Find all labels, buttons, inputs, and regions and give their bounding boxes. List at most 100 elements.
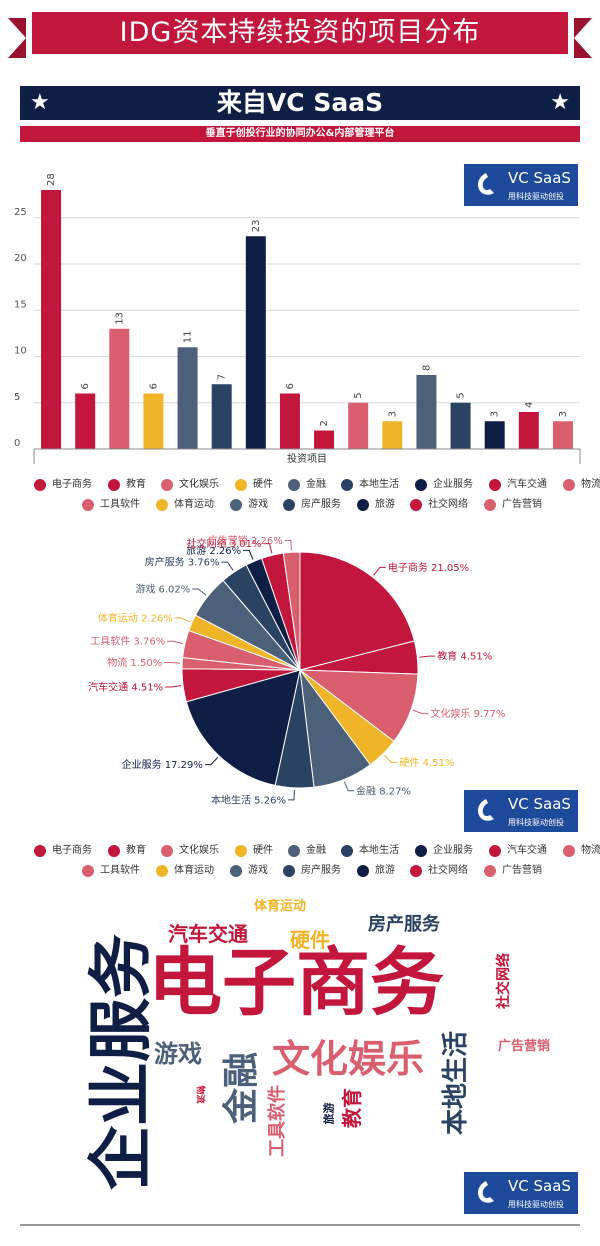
bar-value-label: 6 [80,383,91,389]
pie-leader-line [165,685,182,688]
pie-label: 汽车交通 4.51% [88,680,163,693]
bar-游戏 [416,375,437,449]
bar-value-label: 3 [387,411,398,417]
cloud-word: 广告营销 [498,1039,551,1054]
cloud-word: 体育运动 [254,899,307,914]
logo-icon [478,799,494,821]
bar-体育运动 [382,421,403,449]
bar-物流 [314,430,335,449]
pie-leader-line [243,549,254,560]
legend-label: 旅游 [375,499,395,510]
legend-label: 汽车交通 [507,479,547,490]
legend-swatch [156,499,168,511]
legend-swatch [341,845,353,857]
legend-swatch [108,845,120,857]
legend-swatch [415,845,427,857]
bar-旅游 [484,421,505,449]
bar-value-label: 2 [319,420,330,426]
legend-label: 游戏 [248,499,268,510]
bar-金融 [177,347,198,449]
legend-swatch [484,865,496,877]
bar-本地生活 [211,384,232,449]
legend-label: 企业服务 [433,479,473,490]
legend-swatch [357,865,369,877]
legend-swatch [283,865,295,877]
pie-label: 硬件 4.51% [399,757,454,769]
legend-label: 体育运动 [174,499,214,510]
pie-leader-line [412,709,429,715]
pie-label: 本地生活 5.26% [211,793,286,806]
bar-房产服务 [450,402,471,449]
legend-label: 工具软件 [100,499,140,510]
cloud-word: 文化娱乐 [272,1037,425,1081]
legend-swatch [108,479,120,491]
legend-label: 教育 [126,479,146,490]
legend-label: 体育运动 [174,865,214,876]
legend-label: 教育 [126,845,146,856]
legend-label: 广告营销 [502,865,542,876]
source-banner: ★ 来自VC SaaS ★ [20,86,580,120]
cloud-word: 工具软件 [267,1085,288,1157]
logo-icon [478,173,494,195]
banner-brand: VC SaaS [266,88,384,117]
legend-label: 汽车交通 [507,845,547,856]
bar-汽车交通 [279,393,300,449]
legend-swatch [415,479,427,491]
pie-label: 房产服务 3.76% [145,556,220,569]
pie-label: 旅游 2.26% [186,544,241,557]
cloud-word: 房产服务 [368,914,440,935]
pie-leader-line [384,754,398,763]
logo-name: VC SaaS [508,795,571,813]
pie-label: 体育运动 2.26% [98,611,173,624]
legend-swatch [161,479,173,491]
cloud-word: 企业服务 [85,934,159,1190]
legend-label: 本地生活 [359,845,399,856]
ribbon-tail-right [574,18,592,58]
pie-label: 金融 8.27% [356,784,411,797]
pie-label: 广告营销 2.26% [208,534,283,547]
cloud-word: 游戏 [154,1040,202,1068]
y-tick-label: 20 [14,253,27,264]
bar-硬件 [143,393,164,449]
pie-slice-企业服务 [185,669,301,786]
pie-leader-line [287,789,295,801]
bar-value-label: 4 [524,402,535,408]
legend-label: 房产服务 [301,865,341,876]
y-tick-label: 15 [14,299,27,310]
bar-value-label: 8 [421,365,432,371]
pie-label: 文化娱乐 9.77% [430,707,505,720]
logo-name: VC SaaS [508,169,571,187]
legend-swatch [563,845,575,857]
pie-labels: 电子商务 21.05% 教育 4.51% 文化娱乐 9.77% 硬件 4.51% 金融 … [88,534,505,807]
legend-label: 社交网络 [428,865,468,876]
legend-label: 物流 [581,479,600,490]
y-tick-label: 0 [14,438,20,449]
bar-value-label: 5 [456,392,467,398]
pie-leader-line [263,543,273,554]
legend-label: 物流 [581,845,600,856]
bar-企业服务 [245,236,266,449]
legend-label: 企业服务 [433,845,473,856]
bar-value-label: 7 [217,374,228,380]
cloud-word: 旅游 [322,1102,336,1125]
legend-swatch [489,845,501,857]
pie-slice-广告营销 [282,551,301,671]
y-tick-label: 25 [14,207,27,218]
pie-leader-line [164,661,181,664]
bar-value-label: 28 [46,173,57,186]
legend-label: 硬件 [253,479,273,490]
legend-label: 文化娱乐 [179,479,219,490]
star-icon: ★ [550,90,570,115]
pie-label: 游戏 6.02% [135,583,190,596]
pie-leader-line [343,781,355,792]
pie-leader-line [192,588,207,596]
cloud-word: 社交网络 [496,953,512,1009]
legend-swatch [230,499,242,511]
legend-swatch [288,845,300,857]
pie-leader-line [167,640,184,644]
pie-leader-line [204,757,219,766]
legend-label: 电子商务 [52,479,92,490]
vcsaas-logo: VC SaaS 用科技驱动创投 [464,1172,578,1214]
legend-swatch [82,499,94,511]
